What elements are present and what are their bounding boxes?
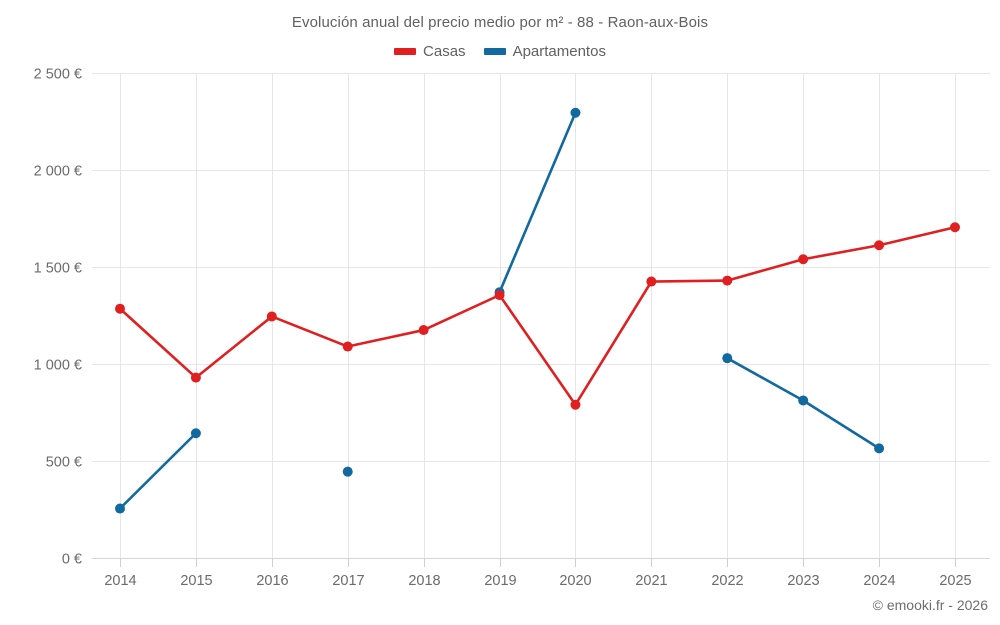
x-axis-tick-label: 2025 <box>939 573 971 589</box>
data-point-marker[interactable] <box>570 399 581 410</box>
data-point-marker[interactable] <box>722 275 733 286</box>
series-casas <box>115 222 960 410</box>
series-line <box>118 225 957 407</box>
legend-label-casas: Casas <box>423 43 466 60</box>
y-axis-tick-label: 0 € <box>62 552 82 568</box>
copyright-credit: © emooki.fr - 2026 <box>872 597 988 613</box>
x-axis-tick-label: 2015 <box>180 573 212 589</box>
legend-swatch-apartamentos <box>483 48 506 55</box>
page-title: Evolución anual del precio medio por m² … <box>291 14 709 31</box>
data-point-marker[interactable] <box>646 276 657 287</box>
data-point-marker[interactable] <box>342 466 353 477</box>
y-axis-tick-label: 1 500 € <box>34 261 82 277</box>
data-point-marker[interactable] <box>190 428 201 439</box>
x-axis-tick-label: 2019 <box>484 573 516 589</box>
y-axis-tick-label: 1 000 € <box>34 358 82 374</box>
x-axis-tick-label: 2023 <box>787 573 819 589</box>
data-point-marker[interactable] <box>570 107 581 118</box>
legend-swatch-casas <box>394 48 417 55</box>
data-point-marker[interactable] <box>115 503 125 514</box>
data-point-marker[interactable] <box>874 443 885 454</box>
x-axis-tick-label: 2017 <box>332 573 364 589</box>
data-point-marker[interactable] <box>950 222 960 233</box>
series-apartamentos <box>115 107 885 514</box>
legend-item-casas[interactable]: Casas <box>394 44 466 59</box>
x-axis-tick-label: 2024 <box>863 573 895 589</box>
data-point-marker[interactable] <box>266 311 277 322</box>
legend-item-apartamentos[interactable]: Apartamentos <box>483 43 606 60</box>
data-point-marker[interactable] <box>115 303 125 314</box>
x-axis-tick-label: 2016 <box>256 573 288 589</box>
series-line <box>118 431 198 510</box>
x-axis-tick-label: 2018 <box>408 573 440 589</box>
series-line <box>498 111 577 294</box>
data-point-marker[interactable] <box>874 240 885 251</box>
x-axis-tick-label: 2014 <box>104 573 136 589</box>
y-axis-tick-label: 2 000 € <box>34 164 82 180</box>
chart-legend: Casas Apartamentos <box>0 44 1000 59</box>
data-point-marker[interactable] <box>798 395 809 406</box>
y-axis-tick-label: 500 € <box>46 455 82 471</box>
y-axis-tick-label: 2 500 € <box>34 67 82 83</box>
data-point-marker[interactable] <box>494 290 505 301</box>
legend-label-apartamentos: Apartamentos <box>512 43 606 60</box>
data-point-marker[interactable] <box>722 353 733 364</box>
data-point-marker[interactable] <box>418 325 429 336</box>
data-point-marker[interactable] <box>342 341 353 352</box>
x-axis-tick-label: 2022 <box>711 573 743 589</box>
x-axis-tick-label: 2020 <box>559 573 591 589</box>
data-point-marker[interactable] <box>190 372 201 383</box>
x-axis-tick-label: 2021 <box>635 573 667 589</box>
data-point-marker[interactable] <box>798 254 809 265</box>
